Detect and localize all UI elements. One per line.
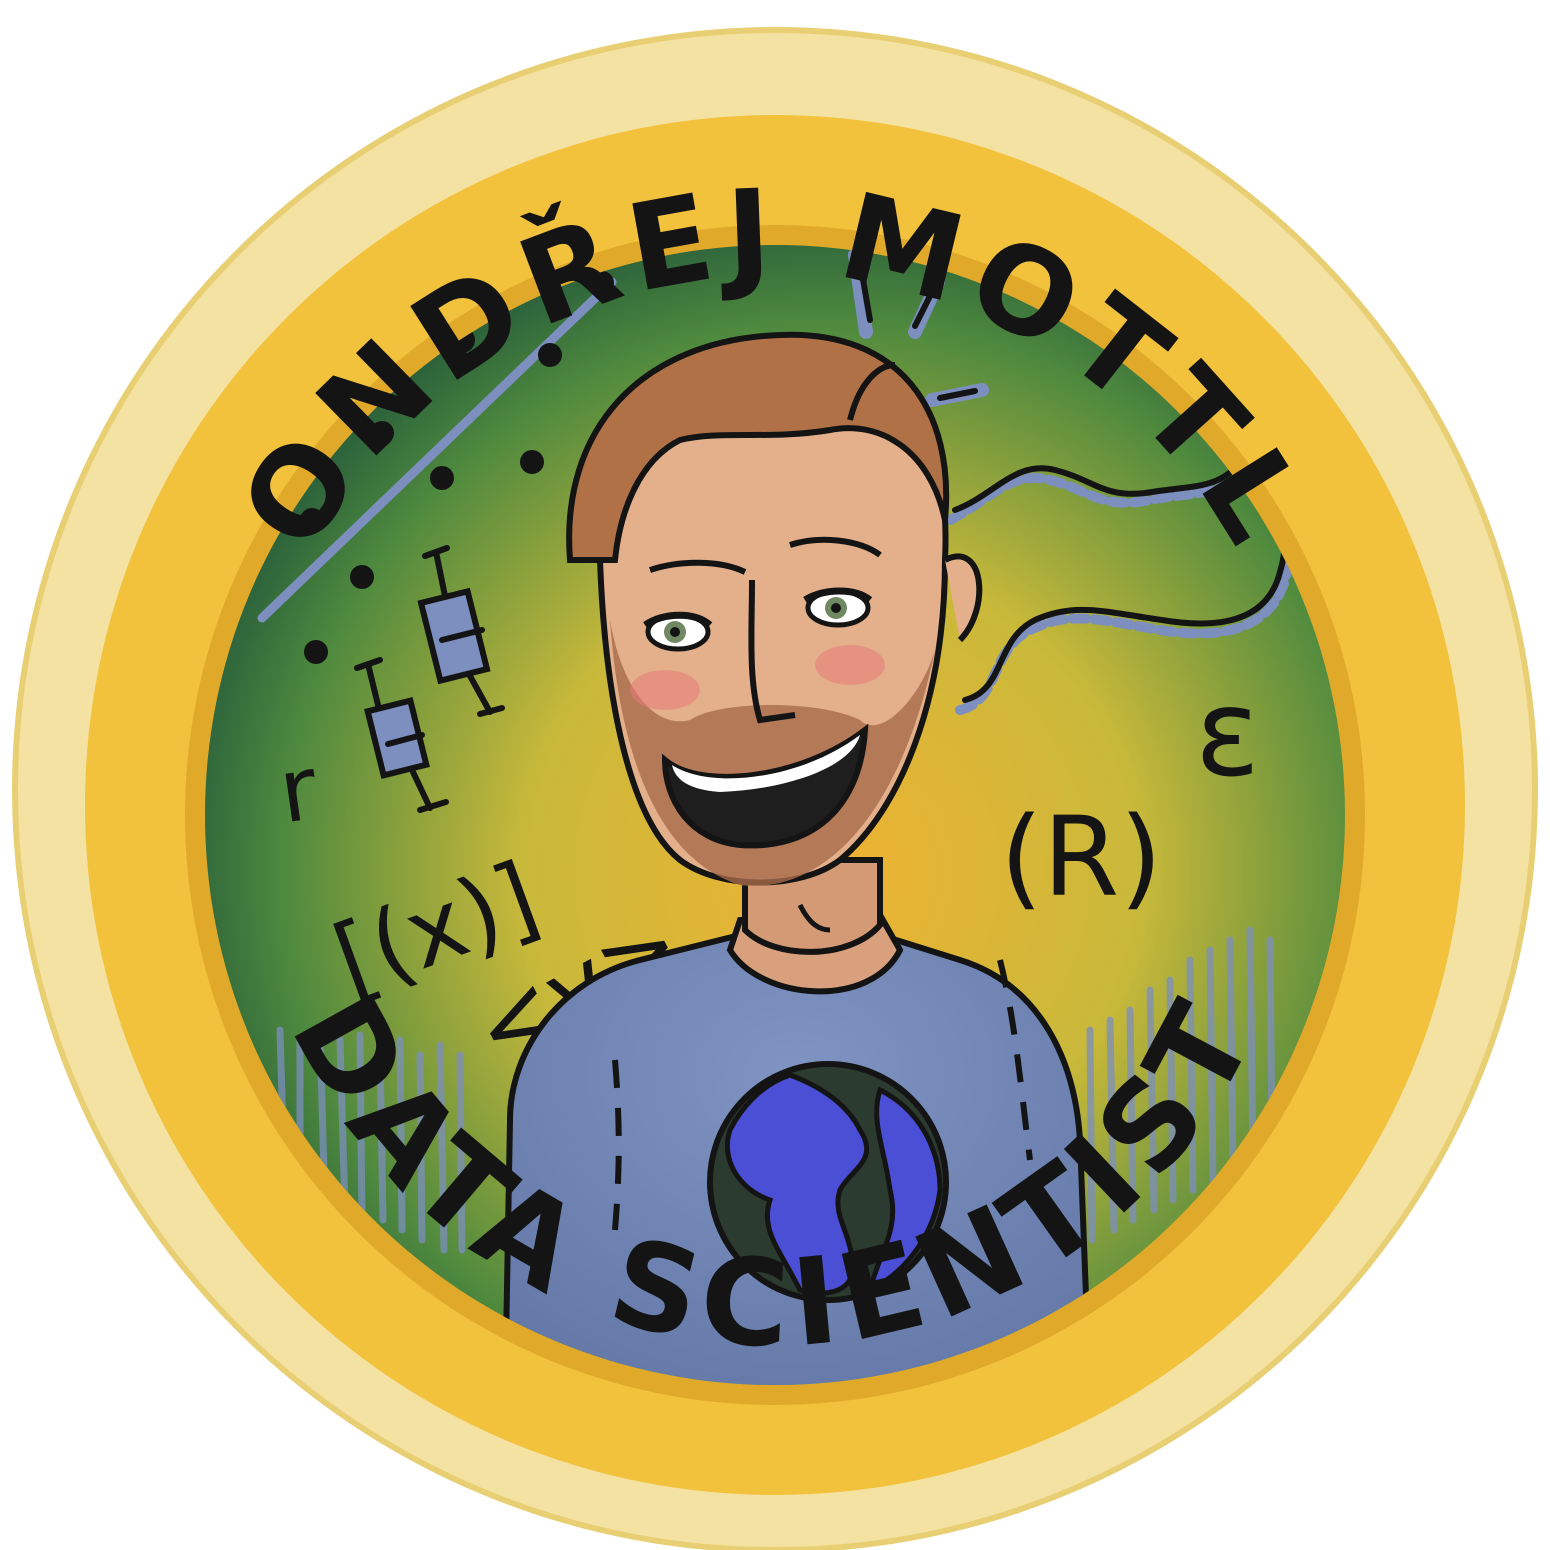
earth-shirt-print bbox=[707, 1061, 949, 1303]
excitement-marks bbox=[848, 248, 989, 407]
scatter-plot-doodle bbox=[257, 271, 617, 664]
grass-strokes bbox=[276, 926, 1276, 1254]
boxplot-doodle bbox=[354, 545, 505, 813]
r-parens-doodle: (R) bbox=[1000, 793, 1162, 921]
time-series-doodle bbox=[945, 437, 1294, 715]
epsilon-doodle: ε bbox=[1195, 665, 1260, 804]
person-head bbox=[566, 331, 983, 886]
